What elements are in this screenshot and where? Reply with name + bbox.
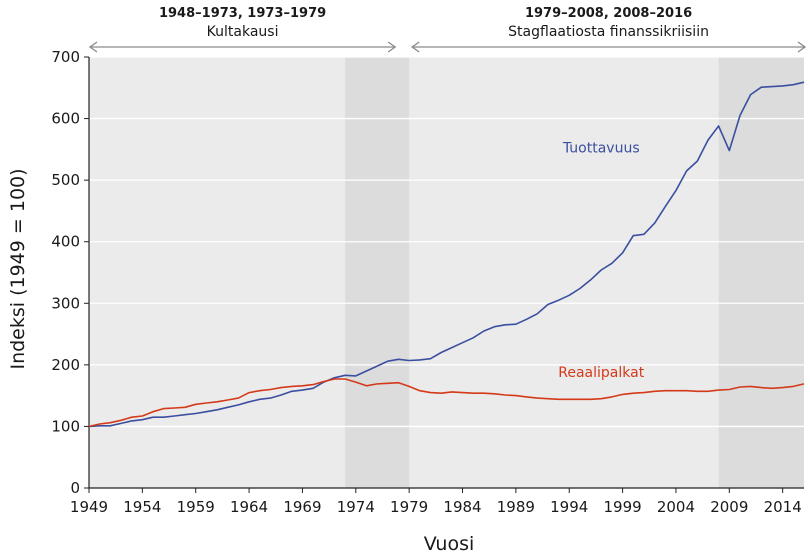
x-tick-label-1974: 1974 <box>337 498 375 516</box>
y-tick-label-400: 400 <box>51 233 80 251</box>
axes: 0 100 200 300 400 500 600 700 1949 1954 1959 1964 19… <box>51 48 804 516</box>
x-tick-label-1949: 1949 <box>70 498 108 516</box>
x-tick-label-2014: 2014 <box>764 498 802 516</box>
period-title-1: 1948–1973, 1973–1979 <box>159 6 326 21</box>
x-tick-label-2009: 2009 <box>710 498 748 516</box>
y-tick-label-700: 700 <box>51 48 80 66</box>
series-line-2 <box>88 378 805 428</box>
y-tick-label-100: 100 <box>51 417 80 435</box>
x-tick-label-1984: 1984 <box>443 498 481 516</box>
shaded-band-1 <box>345 57 410 488</box>
series-line-1 <box>88 81 805 428</box>
x-tick-label-1954: 1954 <box>123 498 161 516</box>
x-tick-label-1999: 1999 <box>603 498 641 516</box>
y-tick-label-0: 0 <box>70 479 80 497</box>
x-axis-label: Vuosi <box>424 533 475 555</box>
y-tick-label-600: 600 <box>51 110 80 128</box>
series: Tuottavuus Reaalipalkat <box>88 81 805 428</box>
period-arrow-head-right-1 <box>387 41 397 53</box>
x-tick-label-2004: 2004 <box>657 498 695 516</box>
y-tick-label-200: 200 <box>51 356 80 374</box>
period-title-2: 1979–2008, 2008–2016 <box>525 6 692 21</box>
period-subtitle-1: Kultakausi <box>207 24 279 40</box>
series-label-2: Reaalipalkat <box>558 365 644 381</box>
x-tick-label-1959: 1959 <box>177 498 215 516</box>
period-subtitle-2: Stagflaatiosta finanssikriisiin <box>508 24 709 40</box>
series-label-1: Tuottavuus <box>562 140 640 156</box>
x-tick-label-1979: 1979 <box>390 498 428 516</box>
period-headers: 1948–1973, 1973–1979 Kultakausi 1979–2008,… <box>88 6 807 53</box>
period-arrow-head-left-1 <box>88 41 98 53</box>
period-arrow-head-left-2 <box>411 41 420 53</box>
period-arrow-head-right-2 <box>797 41 807 53</box>
x-tick-label-1989: 1989 <box>497 498 535 516</box>
plot-area <box>89 56 804 488</box>
x-tick-label-1964: 1964 <box>230 498 268 516</box>
plot-background <box>89 57 804 488</box>
y-tick-label-500: 500 <box>51 171 80 189</box>
y-axis-label: Indeksi (1949 = 100) <box>7 168 29 369</box>
shaded-band-2 <box>718 57 804 488</box>
x-tick-label-1969: 1969 <box>283 498 321 516</box>
y-tick-label-300: 300 <box>51 294 80 312</box>
x-tick-label-1994: 1994 <box>550 498 588 516</box>
